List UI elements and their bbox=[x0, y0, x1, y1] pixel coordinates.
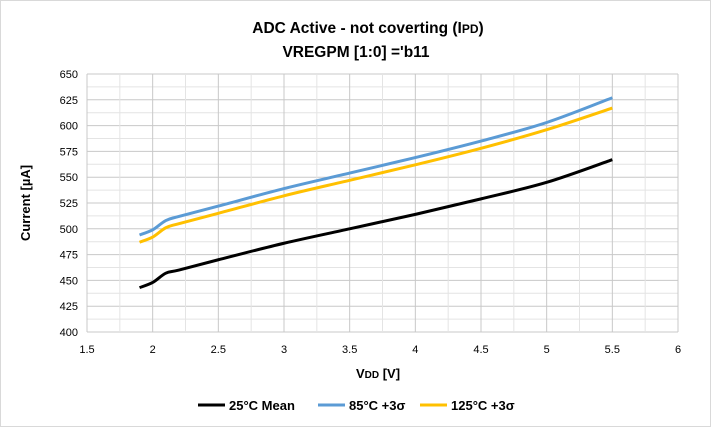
y-tick-label: 500 bbox=[60, 224, 78, 236]
legend-label: 25°C Mean bbox=[229, 398, 295, 413]
grid bbox=[86, 73, 679, 333]
y-tick-label: 525 bbox=[60, 198, 78, 210]
x-tick-label: 2 bbox=[150, 344, 156, 356]
x-tick-label: 1.5 bbox=[79, 344, 94, 356]
y-tick-label: 600 bbox=[60, 121, 78, 133]
y-tick-label: 475 bbox=[60, 250, 78, 262]
y-tick-label: 650 bbox=[60, 69, 78, 81]
legend: 25°C Mean 85°C +3σ 125°C +3σ bbox=[198, 398, 515, 413]
x-axis-label: VDD [V] bbox=[356, 366, 400, 381]
y-tick-label: 575 bbox=[60, 146, 78, 158]
x-axis: 1.5 2 2.5 3 3.5 4 4.5 5 5.5 6 bbox=[79, 344, 681, 356]
x-tick-label: 5.5 bbox=[605, 344, 620, 356]
y-tick-label: 450 bbox=[60, 275, 78, 287]
series-lines bbox=[138, 96, 613, 290]
x-tick-label: 3 bbox=[281, 344, 287, 356]
x-tick-label: 3.5 bbox=[342, 344, 357, 356]
series-line-25-c-mean bbox=[138, 158, 613, 290]
x-tick-label: 4.5 bbox=[473, 344, 488, 356]
series-line-125-c-3- bbox=[138, 106, 613, 244]
y-axis: 400 425 450 475 500 525 550 575 600 625 650 bbox=[60, 69, 78, 339]
x-tick-label: 6 bbox=[675, 344, 681, 356]
legend-label: 125°C +3σ bbox=[451, 398, 515, 413]
y-tick-label: 400 bbox=[60, 327, 78, 339]
legend-label: 85°C +3σ bbox=[349, 398, 405, 413]
y-tick-label: 550 bbox=[60, 172, 78, 184]
series-line-85-c-3- bbox=[138, 96, 613, 237]
x-tick-label: 5 bbox=[544, 344, 550, 356]
x-tick-label: 2.5 bbox=[211, 344, 226, 356]
y-tick-label: 425 bbox=[60, 301, 78, 313]
chart-subtitle: VREGPM [1:0] ='b11 bbox=[282, 44, 429, 61]
x-tick-label: 4 bbox=[412, 344, 418, 356]
y-tick-label: 625 bbox=[60, 95, 78, 107]
y-axis-label: Current [µA] bbox=[18, 165, 33, 241]
chart-title: ADC Active - not coverting (IPD) bbox=[252, 20, 483, 37]
